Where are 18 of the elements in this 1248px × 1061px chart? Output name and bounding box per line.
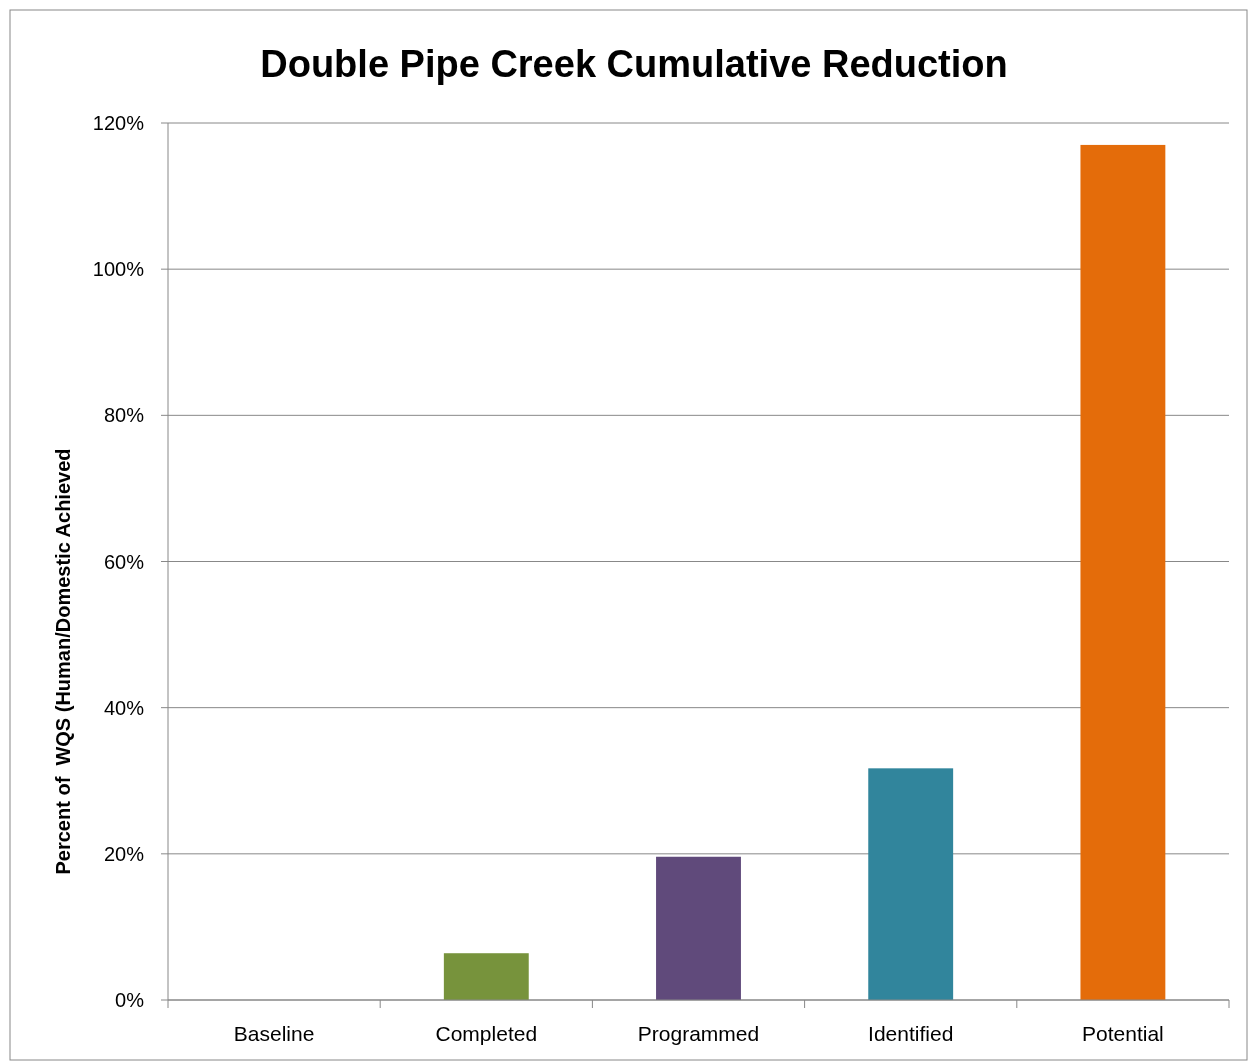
y-tick-label: 60% bbox=[103, 550, 145, 573]
x-tick-label: Baseline bbox=[233, 1022, 315, 1045]
bar bbox=[656, 856, 741, 1000]
x-tick-label: Identified bbox=[868, 1022, 954, 1045]
x-tick-label: Programmed bbox=[637, 1022, 760, 1045]
y-axis-title: Percent of WQS (Human/Domestic Achieved bbox=[52, 448, 74, 875]
bar bbox=[868, 768, 954, 1000]
y-tick-label: 120% bbox=[92, 112, 145, 134]
x-tick-label: Potential bbox=[1082, 1022, 1164, 1045]
bar bbox=[1080, 144, 1166, 1000]
y-tick-label: 80% bbox=[103, 404, 145, 427]
y-tick-label: 20% bbox=[103, 842, 145, 865]
y-tick-label: 0% bbox=[115, 989, 145, 1011]
x-tick-label: Completed bbox=[435, 1022, 538, 1045]
bar bbox=[443, 953, 529, 1000]
y-tick-label: 100% bbox=[92, 258, 145, 281]
chart-title: Double Pipe Creek Cumulative Reduction bbox=[260, 43, 1008, 85]
y-tick-label: 40% bbox=[103, 696, 145, 719]
